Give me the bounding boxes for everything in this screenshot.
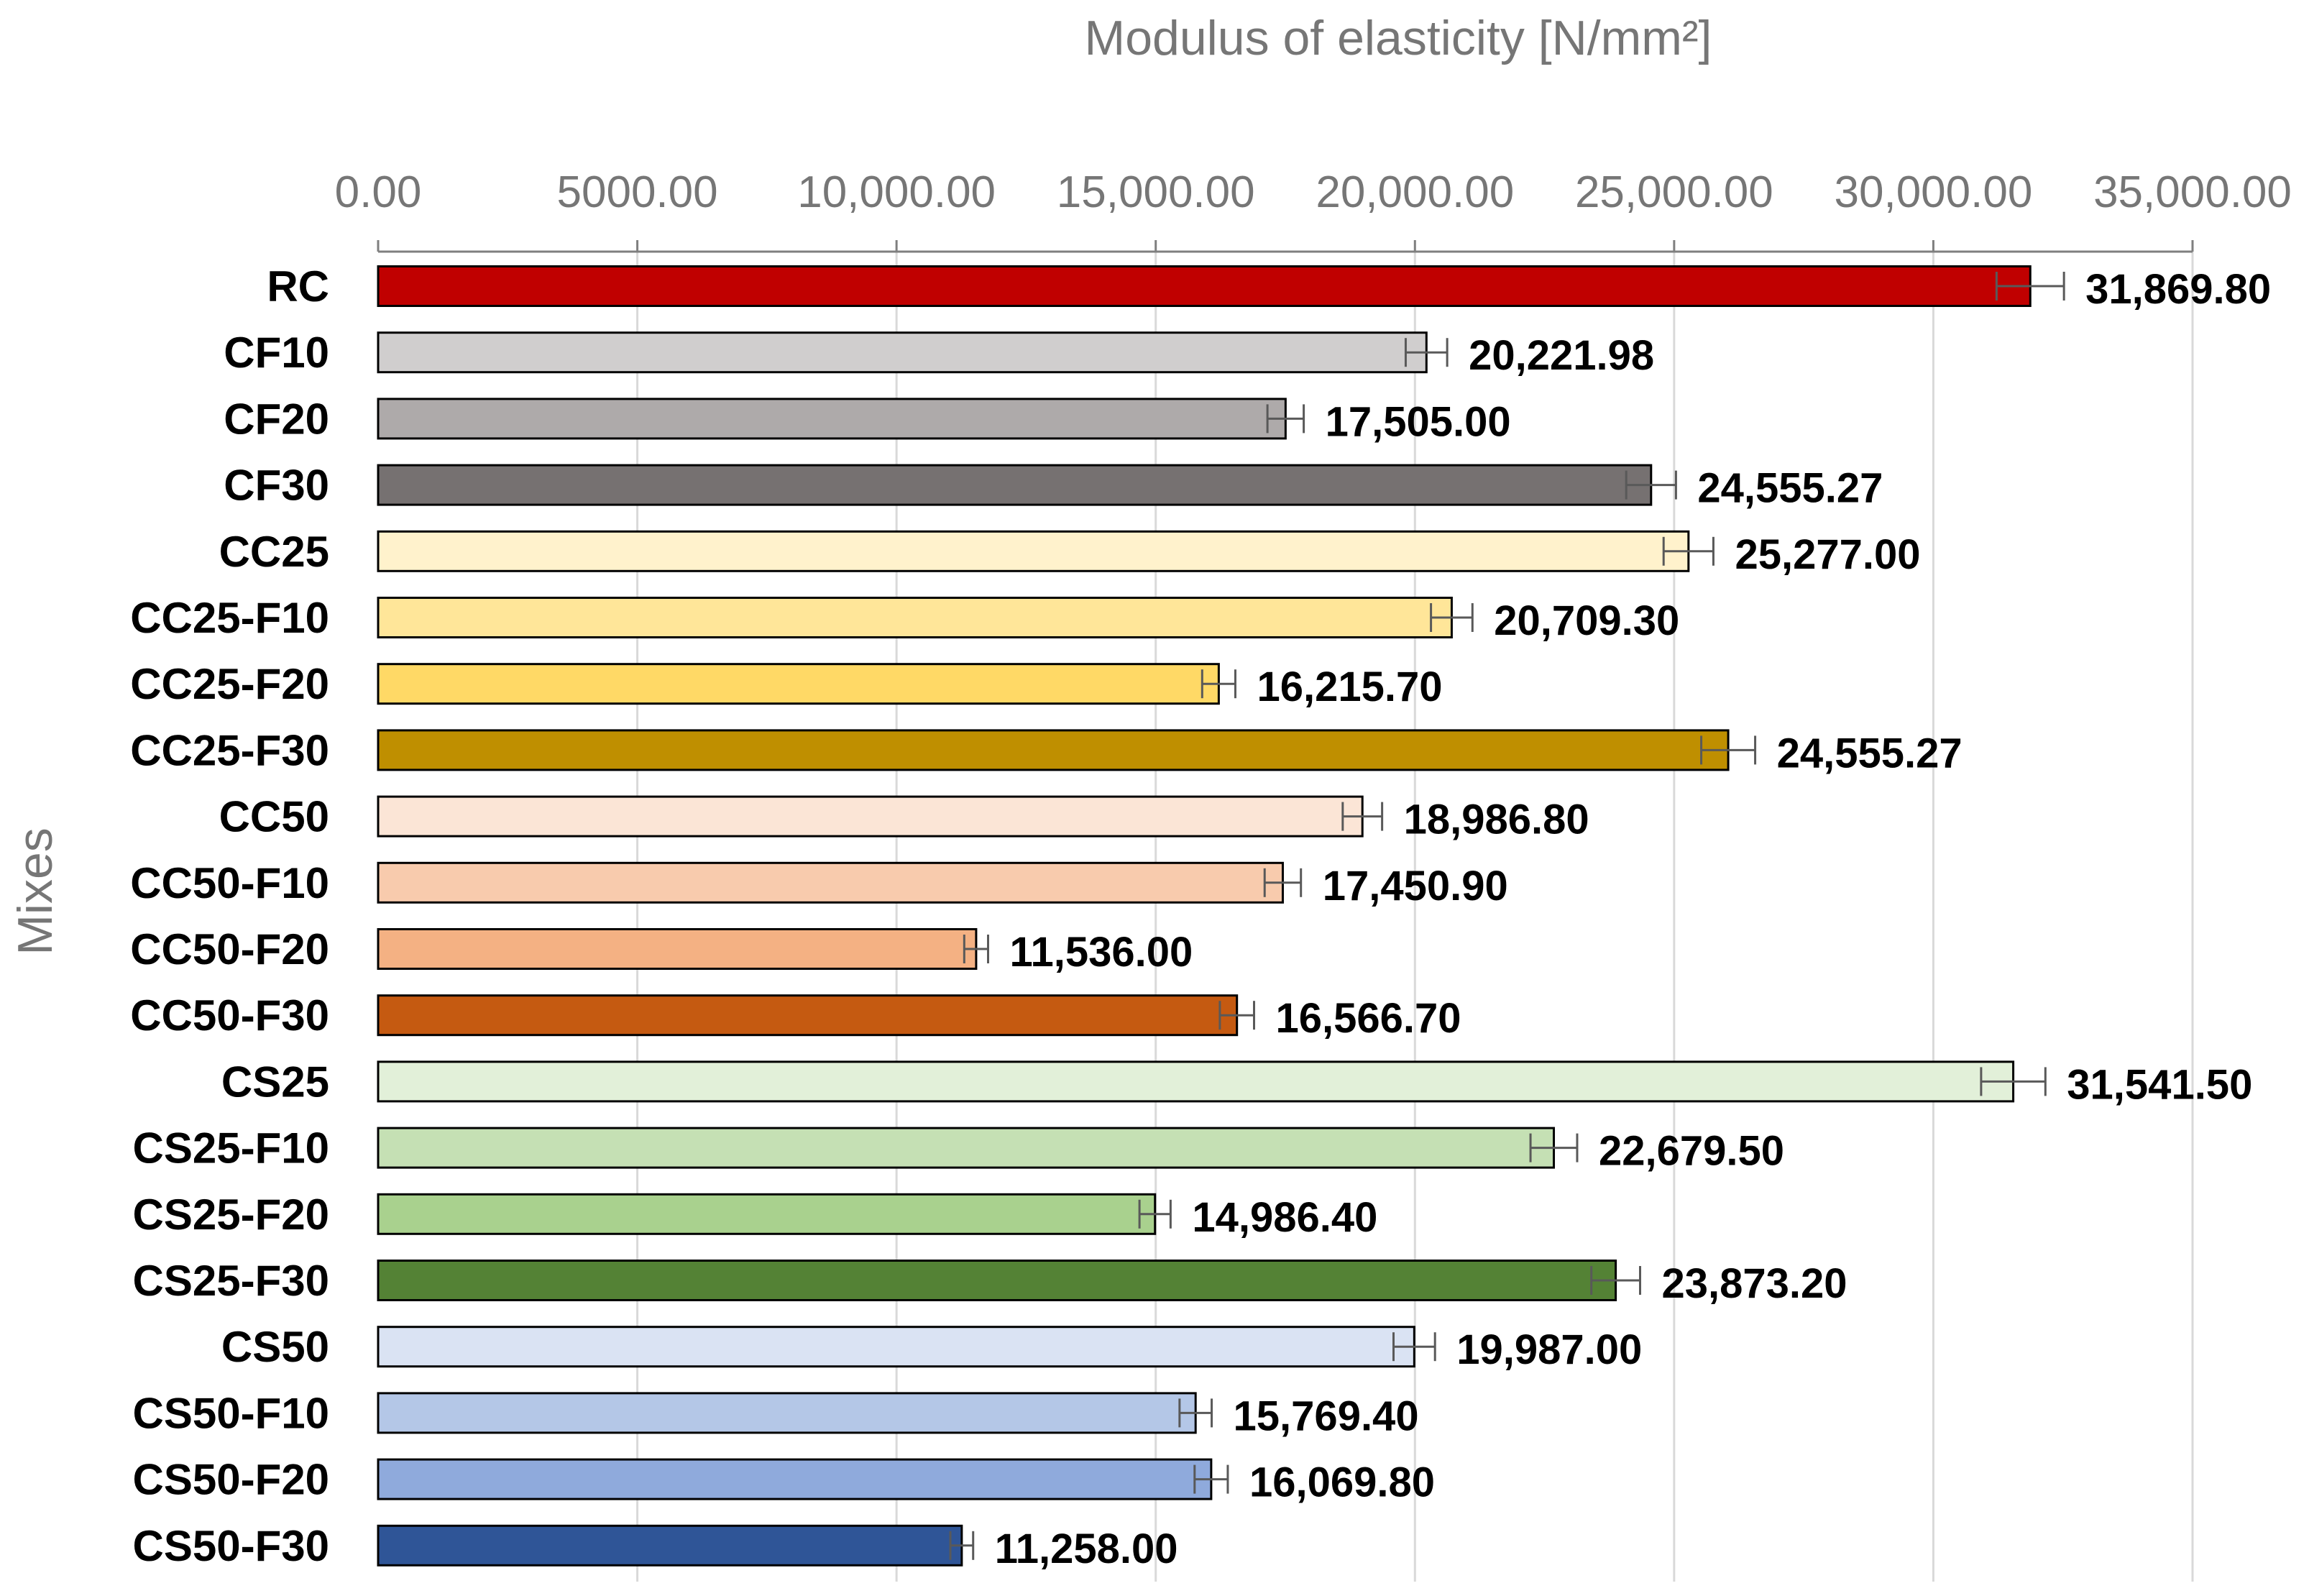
bar-cs50-f20 bbox=[377, 1458, 1213, 1500]
category-label: CC50 bbox=[219, 793, 329, 841]
category-label: CS50 bbox=[221, 1323, 329, 1371]
data-label: 11,536.00 bbox=[1009, 929, 1193, 976]
bar-cc50 bbox=[377, 795, 1364, 838]
data-label: 17,450.90 bbox=[1323, 863, 1508, 909]
x-axis: 0.00 5000.00 10,000.00 15,000.00 20,000.00 25… bbox=[335, 168, 2292, 253]
data-label: 20,709.30 bbox=[1494, 597, 1679, 644]
bar-cs25-f10 bbox=[377, 1127, 1556, 1169]
bar-cs25-f20 bbox=[377, 1193, 1157, 1235]
bar-cf20 bbox=[377, 398, 1287, 440]
category-label: CC25-F10 bbox=[130, 594, 329, 642]
data-label: 18,986.80 bbox=[1404, 797, 1589, 843]
category-label: CC25 bbox=[219, 528, 329, 576]
bar-cc25-f30 bbox=[377, 729, 1730, 771]
bar-cs50-f30 bbox=[377, 1524, 963, 1567]
data-label: 16,069.80 bbox=[1249, 1459, 1435, 1506]
data-label: 11,258.00 bbox=[995, 1526, 1178, 1572]
category-label: CS50-F20 bbox=[133, 1456, 329, 1504]
bar-rc bbox=[377, 265, 2032, 307]
x-tick-label: 5000.00 bbox=[557, 168, 718, 217]
data-label: 20,221.98 bbox=[1469, 332, 1654, 379]
data-label: 31,541.50 bbox=[2067, 1061, 2252, 1108]
data-label: 23,873.20 bbox=[1661, 1260, 1847, 1307]
category-label: CF20 bbox=[224, 395, 329, 443]
bar-cs50 bbox=[377, 1326, 1415, 1368]
category-label: CS25 bbox=[221, 1058, 329, 1106]
category-label: CS25-F30 bbox=[133, 1257, 329, 1305]
data-label: 31,869.80 bbox=[2085, 266, 2271, 313]
gridlines bbox=[636, 252, 2194, 1582]
category-label: CS50-F30 bbox=[133, 1522, 329, 1570]
x-tick-label: 30,000.00 bbox=[1835, 168, 2033, 217]
x-tick-label: 20,000.00 bbox=[1316, 168, 1514, 217]
data-label: 15,769.40 bbox=[1234, 1393, 1419, 1439]
bar-cf10 bbox=[377, 331, 1428, 374]
data-label: 14,986.40 bbox=[1192, 1194, 1377, 1241]
data-label: 17,505.00 bbox=[1326, 398, 1511, 445]
x-tick-label: 25,000.00 bbox=[1575, 168, 1773, 217]
x-tick-label: 15,000.00 bbox=[1057, 168, 1255, 217]
category-label: CF10 bbox=[224, 329, 329, 377]
y-axis-title: Mixes bbox=[8, 827, 63, 955]
category-label: CC25-F20 bbox=[130, 660, 329, 708]
bar-cc25-f10 bbox=[377, 597, 1453, 638]
data-label: 25,277.00 bbox=[1735, 531, 1920, 578]
x-tick-label: 35,000.00 bbox=[2093, 168, 2292, 217]
category-label: CC50-F30 bbox=[130, 991, 329, 1040]
bar-cs50-f10 bbox=[377, 1392, 1197, 1434]
bar-cc50-f30 bbox=[377, 994, 1239, 1037]
category-label: RC bbox=[267, 262, 329, 311]
data-label: 19,987.00 bbox=[1456, 1326, 1642, 1373]
data-label: 16,566.70 bbox=[1275, 995, 1461, 1042]
category-label: CS50-F10 bbox=[133, 1389, 329, 1437]
bar-cf30 bbox=[377, 464, 1653, 506]
bar-cc25-f20 bbox=[377, 663, 1220, 705]
category-label: CC50-F20 bbox=[130, 925, 329, 973]
bar-cc50-f20 bbox=[377, 928, 978, 970]
data-label: 24,555.27 bbox=[1777, 730, 1963, 776]
bar-cs25 bbox=[377, 1060, 2015, 1103]
category-label: CS25-F10 bbox=[133, 1124, 329, 1173]
category-label: CF30 bbox=[224, 462, 329, 510]
data-label: 24,555.27 bbox=[1697, 465, 1883, 512]
bar-cc25 bbox=[377, 530, 1690, 572]
category-label: CC25-F30 bbox=[130, 726, 329, 774]
bar-cs25-f30 bbox=[377, 1260, 1617, 1301]
bars bbox=[377, 265, 2065, 1567]
category-label: CS25-F20 bbox=[133, 1191, 329, 1239]
x-tick-label: 0.00 bbox=[335, 168, 422, 217]
data-label: 22,679.50 bbox=[1599, 1128, 1784, 1175]
bar-cc50-f10 bbox=[377, 861, 1284, 904]
category-label: CC50-F10 bbox=[130, 859, 329, 907]
labels: RC 31,869.80 CF10 20,221.98 CF20 17,505.00 CF3… bbox=[130, 262, 2271, 1572]
x-axis-title: Modulus of elasticity [N/mm²] bbox=[1085, 11, 1712, 65]
x-tick-label: 10,000.00 bbox=[797, 168, 996, 217]
data-label: 16,215.70 bbox=[1257, 664, 1442, 710]
